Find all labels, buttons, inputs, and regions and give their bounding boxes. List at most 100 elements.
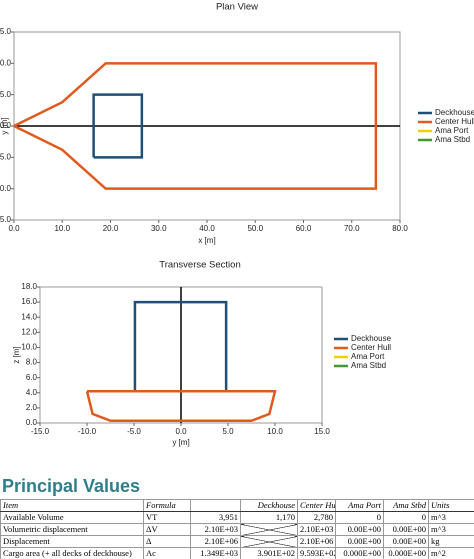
x-tick-label: -5.0 — [127, 427, 141, 436]
series-line — [13, 62, 378, 190]
column-header: Center Hull — [297, 499, 336, 512]
table-cell: 2.10E+06 — [297, 535, 336, 548]
table-cell: m^3 — [428, 511, 474, 524]
table-cell: 0.00E+00 — [335, 523, 384, 536]
table-row: Displacement Δ 2.10E+06 2.10E+06 0.00E+00 0.0… — [0, 535, 474, 548]
chart-title: Plan View — [216, 2, 258, 13]
section-title: Principal Values — [2, 476, 141, 496]
table-cell: kg — [428, 535, 474, 548]
crossed-cell — [240, 523, 298, 536]
x-tick-label: 15.0 — [314, 427, 330, 436]
y-tick-label: 8.0 — [26, 358, 38, 367]
table-cell: 2.10E+06 — [190, 535, 241, 548]
y-tick-label: 15.0 — [0, 27, 12, 36]
table-cell: m^3 — [428, 523, 474, 536]
table-row: Cargo area (+ all decks of deckhouse) Ac 1… — [0, 547, 474, 559]
table-cell: 2.10E+03 — [297, 523, 336, 536]
column-header: Units — [428, 499, 474, 512]
chart-title: Transverse Section — [159, 260, 241, 271]
table-cell: 0.000E+00 — [383, 547, 429, 559]
column-header: Ama Port — [335, 499, 384, 512]
x-tick-label: 0.0 — [8, 224, 20, 233]
legend-label: Ama Port — [351, 352, 385, 361]
table-body: Available Volume VT 3,951 1,170 2,780 0 0 m^3 Vo… — [0, 511, 474, 559]
table-cell: 0.000E+00 — [335, 547, 384, 559]
x-tick-label: -15.0 — [31, 427, 50, 436]
y-tick-label: 6.0 — [26, 373, 38, 382]
x-tick-label: 10.0 — [267, 427, 283, 436]
x-tick-label: 30.0 — [151, 224, 167, 233]
legend-label: Ama Port — [435, 126, 469, 135]
legend-label: Deckhouse — [351, 334, 392, 343]
legend-label: Center Hull — [351, 343, 391, 352]
column-header: Ama Stbd — [383, 499, 429, 512]
column-header: Item — [0, 499, 144, 512]
table-cell: 2.10E+03 — [190, 523, 241, 536]
table-cell: Available Volume — [0, 511, 144, 524]
series-line — [133, 300, 228, 392]
table-cell: VT — [143, 511, 191, 524]
y-axis-label: y [m] — [0, 117, 9, 134]
table-cell: 0 — [335, 511, 384, 524]
legend-label: Ama Stbd — [351, 361, 386, 370]
y-tick-label: 0.0 — [26, 418, 38, 427]
y-tick-label: 10.0 — [21, 343, 37, 352]
table-cell: Displacement — [0, 535, 144, 548]
y-tick-label: -15.0 — [0, 215, 12, 224]
table-cell: Volumetric displacement — [0, 523, 144, 536]
table-row: Available Volume VT 3,951 1,170 2,780 0 0 m^3 — [0, 511, 474, 524]
column-header — [190, 499, 241, 512]
x-tick-label: 50.0 — [247, 224, 263, 233]
table-cell: 0.00E+00 — [383, 535, 429, 548]
series-line — [92, 93, 144, 159]
table-cell: 2,780 — [297, 511, 336, 524]
x-axis-label: x [m] — [198, 236, 215, 245]
column-header: Formula — [143, 499, 191, 512]
series-line — [85, 390, 277, 422]
x-tick-label: 60.0 — [296, 224, 312, 233]
x-tick-label: 80.0 — [392, 224, 408, 233]
legend-label: Deckhouse — [435, 108, 474, 117]
x-tick-label: 10.0 — [54, 224, 70, 233]
y-tick-label: 10.0 — [0, 58, 12, 67]
table-cell: Δ — [143, 535, 191, 548]
x-axis-label: y [m] — [172, 438, 189, 447]
y-axis-label: z [m] — [12, 346, 21, 363]
table-cell: 0 — [383, 511, 429, 524]
y-tick-label: 14.0 — [21, 312, 37, 321]
table-cell: 9.593E+02 — [297, 547, 336, 559]
table-cell: 1.349E+03 — [190, 547, 241, 559]
table-row: Volumetric displacement ΔV 2.10E+03 2.10E+0… — [0, 523, 474, 536]
y-tick-label: 5.0 — [0, 90, 12, 99]
x-tick-label: -10.0 — [78, 427, 97, 436]
y-tick-label: 18.0 — [21, 282, 37, 291]
table-cell: Ac — [143, 547, 191, 559]
y-tick-label: 2.0 — [26, 403, 38, 412]
y-tick-label: 16.0 — [21, 297, 37, 306]
x-tick-label: 70.0 — [344, 224, 360, 233]
legend-label: Ama Stbd — [435, 135, 470, 144]
y-tick-label: 12.0 — [21, 327, 37, 336]
charts: Plan View 0.0 10.0 20.0 30.0 40.0 50.0 60.0 70.0… — [0, 2, 474, 448]
x-tick-label: 5.0 — [222, 427, 234, 436]
y-tick-label: -10.0 — [0, 184, 12, 193]
table-cell: 0.00E+00 — [335, 535, 384, 548]
table-cell: m^2 — [428, 547, 474, 559]
table-cell: 0.00E+00 — [383, 523, 429, 536]
table-cell: ΔV — [143, 523, 191, 536]
table-cell: 3.901E+02 — [240, 547, 298, 559]
y-tick-label: 0.0 — [0, 121, 12, 130]
crossed-cell — [240, 535, 298, 548]
legend-label: Center Hull — [435, 117, 474, 126]
table-cell: 3,951 — [190, 511, 241, 524]
x-tick-label: 40.0 — [199, 224, 215, 233]
y-tick-label: -5.0 — [0, 152, 12, 161]
x-tick-label: 0.0 — [175, 427, 187, 436]
x-tick-label: 20.0 — [103, 224, 119, 233]
column-header: Deckhouse — [240, 499, 298, 512]
y-tick-label: 4.0 — [26, 388, 38, 397]
table-cell: 1,170 — [240, 511, 298, 524]
